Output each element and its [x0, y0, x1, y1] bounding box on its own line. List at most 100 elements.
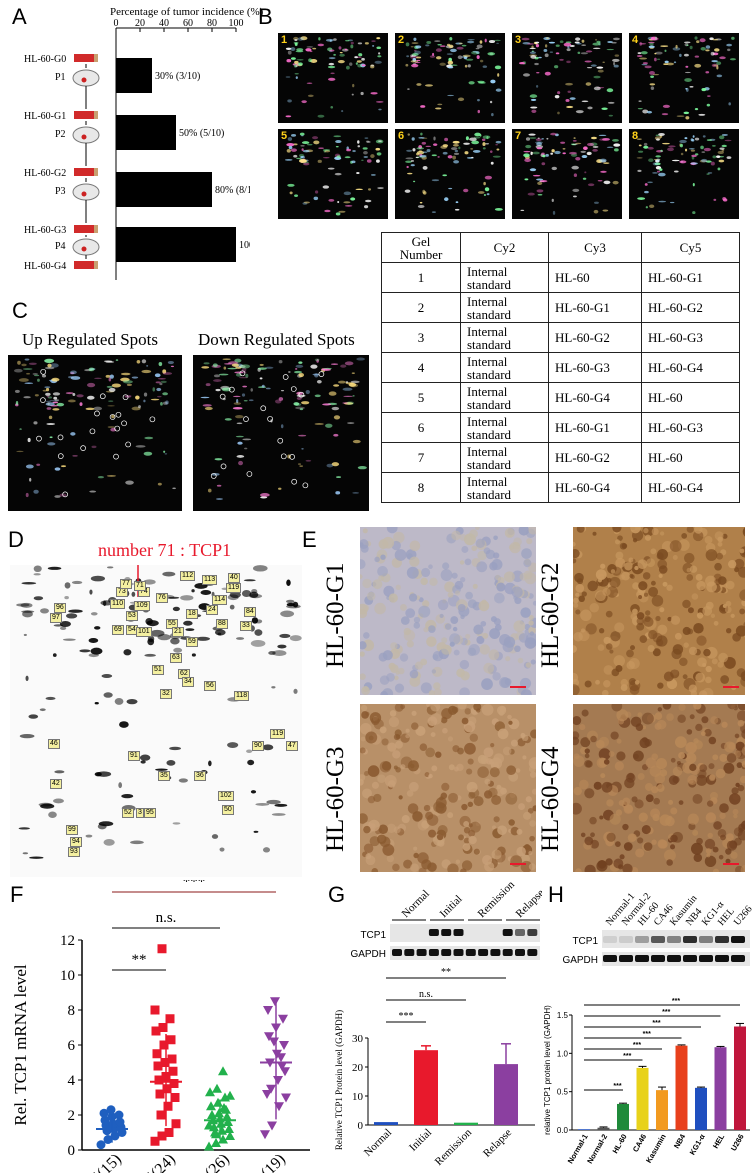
data-point [167, 1054, 177, 1064]
dige-gel-6: 6 [395, 129, 505, 219]
band [478, 949, 489, 956]
data-point [115, 1117, 125, 1127]
data-point [106, 1105, 116, 1115]
data-point [266, 1084, 276, 1094]
spot-marker [121, 420, 127, 427]
band [404, 949, 415, 956]
gel-table-cell: HL-60-G3 [641, 412, 740, 443]
band [603, 955, 617, 962]
bar [734, 1026, 746, 1130]
tumor-icon [81, 191, 87, 197]
data-point [212, 1083, 222, 1093]
panel-label-b: B [258, 4, 273, 29]
y-tick-label: 20 [352, 1062, 364, 1074]
gel-number-label: 7 [515, 130, 522, 142]
spot-label: 33 [240, 621, 252, 631]
data-point [159, 1040, 169, 1050]
band [619, 955, 633, 962]
bar [597, 1127, 610, 1130]
significance-label: n.s. [419, 989, 433, 1000]
lane-label: Remission [476, 880, 518, 920]
band [515, 929, 525, 936]
band [490, 949, 501, 956]
spot-label: 42 [50, 779, 62, 789]
spot-label: 46 [48, 739, 60, 749]
gel-table-row: 6 Internal standard HL-60-G1 HL-60-G3 [381, 412, 740, 443]
data-point [222, 1111, 232, 1121]
spot-marker [80, 445, 86, 451]
x-tick-label: Initial [407, 1127, 434, 1154]
spot-marker [298, 391, 305, 398]
band [416, 949, 427, 956]
data-point [279, 1041, 289, 1050]
spot-label: 50 [222, 805, 234, 815]
spot-label: 95 [144, 808, 156, 818]
band [453, 929, 464, 936]
bar [578, 1129, 590, 1130]
x-tick-label: Initial(24) [121, 1151, 179, 1173]
spot-label: 59 [186, 637, 198, 647]
gel-table-row: 5 Internal standard HL-60-G4 HL-60 [381, 382, 740, 413]
spot-marker [114, 425, 121, 432]
spot-marker [318, 371, 325, 378]
gel-number-label: 3 [515, 34, 522, 46]
data-point [154, 1075, 164, 1085]
significance-label: *** [662, 1009, 670, 1016]
generation-label: HL-60-G4 [24, 261, 66, 272]
up-regulated-gel [8, 355, 182, 511]
y-tick-label: 4 [68, 1073, 76, 1089]
gel-number-label: 2 [398, 34, 405, 46]
data-point [218, 1134, 228, 1144]
band [731, 936, 745, 943]
significance-label: *** [672, 998, 680, 1005]
spot-label: 112 [180, 571, 196, 581]
tube-cap-icon [94, 54, 98, 62]
spot-label: 109 [134, 601, 150, 611]
significance-label: n.s. [156, 910, 177, 926]
data-point [277, 1062, 287, 1071]
blot-label: GAPDH [350, 949, 386, 960]
data-point [158, 1023, 168, 1032]
data-point [160, 1058, 170, 1067]
bar [656, 1090, 668, 1130]
spot-label: 71 [134, 581, 146, 591]
cy3-header: Cy3 [548, 232, 642, 263]
tube-icon [74, 225, 96, 233]
gel-table-row: 1 Internal standard HL-60 HL-60-G1 [381, 262, 740, 293]
gel-table-cell: HL-60-G2 [548, 322, 642, 353]
data-point [166, 1035, 176, 1045]
gel-number-label: 4 [632, 34, 639, 46]
ihc-label-g4: HL-60-G4 [537, 746, 564, 852]
band [651, 936, 665, 943]
gel-table-cell: 2 [381, 292, 461, 323]
tcp1-spot-title: number 71 : TCP1 [98, 540, 232, 560]
data-point [156, 1110, 166, 1120]
data-point [267, 1121, 277, 1131]
passage-label: P3 [55, 186, 66, 197]
significance-label: *** [652, 1020, 660, 1027]
band [527, 949, 538, 956]
band [699, 936, 713, 943]
panel-label-f: F [10, 882, 24, 907]
spot-label: 63 [170, 653, 182, 663]
band [635, 955, 649, 962]
data-point [206, 1101, 216, 1111]
spot-marker [89, 428, 96, 435]
data-point [150, 1136, 160, 1146]
data-point [108, 1119, 118, 1129]
gel-table: Gel Number Cy2 Cy3 Cy5 1 Internal standard… [381, 232, 740, 503]
data-point [281, 1093, 291, 1103]
gel-number-label: 1 [281, 34, 288, 46]
spot-label: 110 [110, 599, 126, 609]
axis-tick-label: 20 [135, 18, 145, 29]
spot-label: 101 [136, 627, 152, 637]
data-point [205, 1087, 215, 1097]
band [667, 936, 681, 943]
ihc-image-g3 [360, 704, 536, 872]
bar [454, 1122, 478, 1125]
spot-marker [94, 410, 100, 417]
dige-gel-4: 4 [629, 33, 739, 123]
gel-table-cell: HL-60-G4 [641, 472, 740, 503]
significance-label: *** [633, 1042, 641, 1049]
spot-marker [291, 478, 298, 485]
